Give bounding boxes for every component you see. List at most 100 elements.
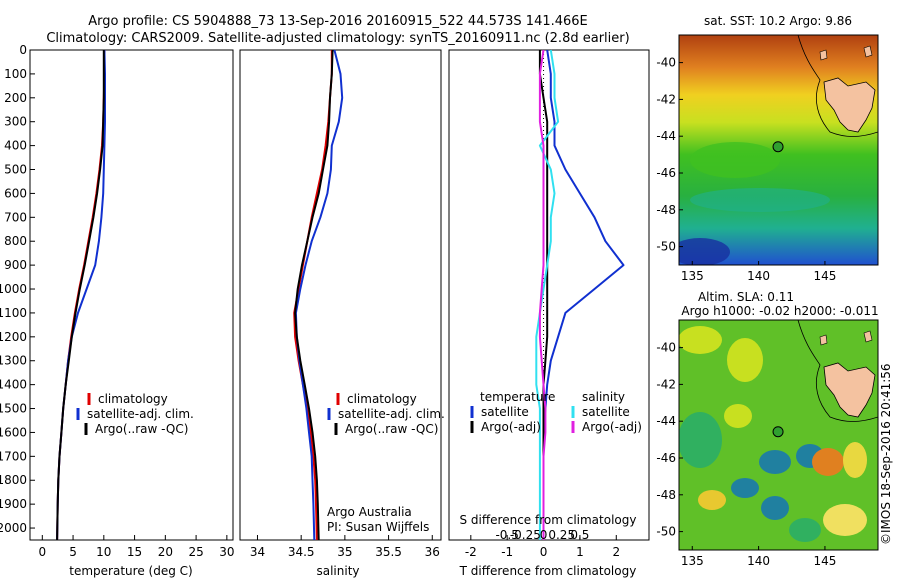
- legend-argo-label: Argo(..raw -QC): [345, 422, 438, 436]
- legend-temperature-title: temperature: [480, 390, 555, 404]
- sla-map-panel: Altim. SLA: 0.11 Argo h1000: -0.02 h2000…: [656, 290, 878, 568]
- lon-tick-label: 140: [747, 269, 770, 283]
- lon-tick-label: 145: [813, 554, 836, 568]
- legend-satellite-label: satellite-adj. clim.: [87, 407, 194, 421]
- y-tick-label: 300: [4, 115, 27, 129]
- lat-tick-label: -44: [656, 414, 676, 428]
- y-tick-label: 1800: [0, 473, 27, 487]
- sst-profile-location-marker: [772, 141, 784, 153]
- sla-patch: [759, 450, 791, 474]
- sst-shelf-contour: [797, 35, 878, 137]
- y-tick-label: 1700: [0, 449, 27, 463]
- lat-tick-label: -48: [656, 488, 676, 502]
- difference-plot-area: [448, 49, 650, 541]
- s-diff-tick-label: 0.5: [570, 528, 589, 542]
- sst-tasmania-landmass: [823, 77, 876, 133]
- legend-s-argo-label: Argo(-adj): [582, 420, 642, 434]
- x-tick-label: 2: [612, 545, 620, 559]
- sla-patch: [724, 404, 752, 428]
- sla-profile-location-marker: [772, 426, 784, 438]
- difference-panel: -2 -1 0 1 2 S difference from climatology -0…: [448, 49, 650, 578]
- sst-map-frame: [678, 34, 879, 266]
- sla-patch: [727, 338, 763, 382]
- temperature-panel: 0100200300400500600700800900100011001200…: [0, 43, 234, 578]
- title-line-1: Argo profile: CS 5904888_73 13-Sep-2016 …: [88, 14, 588, 29]
- sst-heatmap: [679, 35, 878, 265]
- sst-longitude-ticks: 135 140 145: [681, 261, 836, 283]
- x-tick-label: -1: [501, 545, 513, 559]
- y-tick-label: 1000: [0, 282, 27, 296]
- legend-t-argo-label: Argo(-adj): [481, 420, 541, 434]
- x-tick-label: 0: [38, 545, 46, 559]
- y-tick-label: 0: [19, 43, 27, 57]
- sst-cold-patch: [679, 238, 730, 265]
- lat-tick-label: -46: [656, 166, 676, 180]
- y-tick-label: 1900: [0, 497, 27, 511]
- sla-patch: [731, 478, 759, 498]
- lat-tick-label: -40: [656, 56, 676, 70]
- temperature-series: [56, 49, 106, 541]
- title-line-2: Climatology: CARS2009. Satellite-adjuste…: [46, 31, 629, 46]
- lon-tick-label: 135: [681, 269, 704, 283]
- salinity-axis-ticks: 34 34.5 35 35.5 36: [250, 535, 440, 559]
- salinity-legend: climatology satellite-adj. clim. Argo(..…: [327, 392, 445, 436]
- y-tick-label: 400: [4, 139, 27, 153]
- series-line-argo-raw-qc: [294, 49, 334, 541]
- x-tick-label: 25: [188, 545, 203, 559]
- lon-tick-label: 140: [747, 554, 770, 568]
- sla-map-frame: [678, 319, 879, 551]
- salinity-panel: 34 34.5 35 35.5 36 salinity climatology sate…: [239, 49, 445, 578]
- s-diff-tick-label: -0.25: [510, 528, 541, 542]
- lon-tick-label: 145: [813, 269, 836, 283]
- lat-tick-label: -50: [656, 240, 676, 254]
- lat-tick-label: -40: [656, 341, 676, 355]
- x-tick-label: 15: [127, 545, 142, 559]
- y-tick-label: 1500: [0, 402, 27, 416]
- sst-warm-patch: [690, 188, 830, 212]
- y-tick-label: 1100: [0, 306, 27, 320]
- t-difference-axis-label: T difference from climatology: [459, 564, 637, 578]
- y-tick-label: 600: [4, 186, 27, 200]
- sst-flinders-island: [863, 45, 873, 58]
- sla-patch: [823, 504, 867, 536]
- series-line-satellite-adj-clim: [294, 49, 344, 541]
- y-tick-label: 1300: [0, 354, 27, 368]
- sla-flinders-island: [863, 330, 873, 343]
- x-tick-label: 34.5: [288, 545, 315, 559]
- sla-patch: [761, 496, 789, 520]
- y-tick-label: 500: [4, 163, 27, 177]
- lat-tick-label: -46: [656, 451, 676, 465]
- lat-tick-label: -50: [656, 525, 676, 539]
- s-difference-axis-label: S difference from climatology: [460, 513, 637, 527]
- sla-tasmania-landmass: [823, 362, 876, 418]
- x-tick-label: 34: [250, 545, 265, 559]
- lat-tick-label: -44: [656, 129, 676, 143]
- lat-tick-label: -42: [656, 377, 676, 391]
- legend-salinity-title: salinity: [582, 390, 625, 404]
- series-line-salinity-satellite: [535, 49, 560, 540]
- y-tick-label: 1600: [0, 425, 27, 439]
- series-line-argo-raw-qc: [56, 50, 105, 541]
- salinity-axis-label: salinity: [316, 564, 359, 578]
- lon-tick-label: 135: [681, 554, 704, 568]
- s-diff-tick-label: 0: [540, 528, 548, 542]
- y-tick-label: 2000: [0, 521, 27, 535]
- sla-map-title: Altim. SLA: 0.11: [698, 290, 794, 304]
- legend-climatology-label: climatology: [347, 392, 417, 406]
- x-tick-label: 0: [540, 545, 548, 559]
- sla-patch: [789, 518, 821, 542]
- sla-patch: [698, 490, 726, 510]
- pi-credit: PI: Susan Wijffels: [327, 520, 429, 534]
- sla-patch: [679, 412, 722, 468]
- y-tick-label: 200: [4, 91, 27, 105]
- lat-tick-label: -42: [656, 92, 676, 106]
- legend-satellite-label: satellite-adj. clim.: [338, 407, 445, 421]
- temperature-legend: climatology satellite-adj. clim. Argo(..…: [76, 392, 194, 436]
- x-tick-label: 35.5: [375, 545, 402, 559]
- sla-map-subtitle: Argo h1000: -0.02 h2000: -0.011: [681, 304, 878, 318]
- y-tick-label: 100: [4, 67, 27, 81]
- sla-longitude-ticks: 135 140 145: [681, 546, 836, 568]
- sst-map-title: sat. SST: 10.2 Argo: 9.86: [704, 14, 852, 28]
- legend-argo-label: Argo(..raw -QC): [95, 422, 188, 436]
- sla-king-island: [819, 334, 828, 346]
